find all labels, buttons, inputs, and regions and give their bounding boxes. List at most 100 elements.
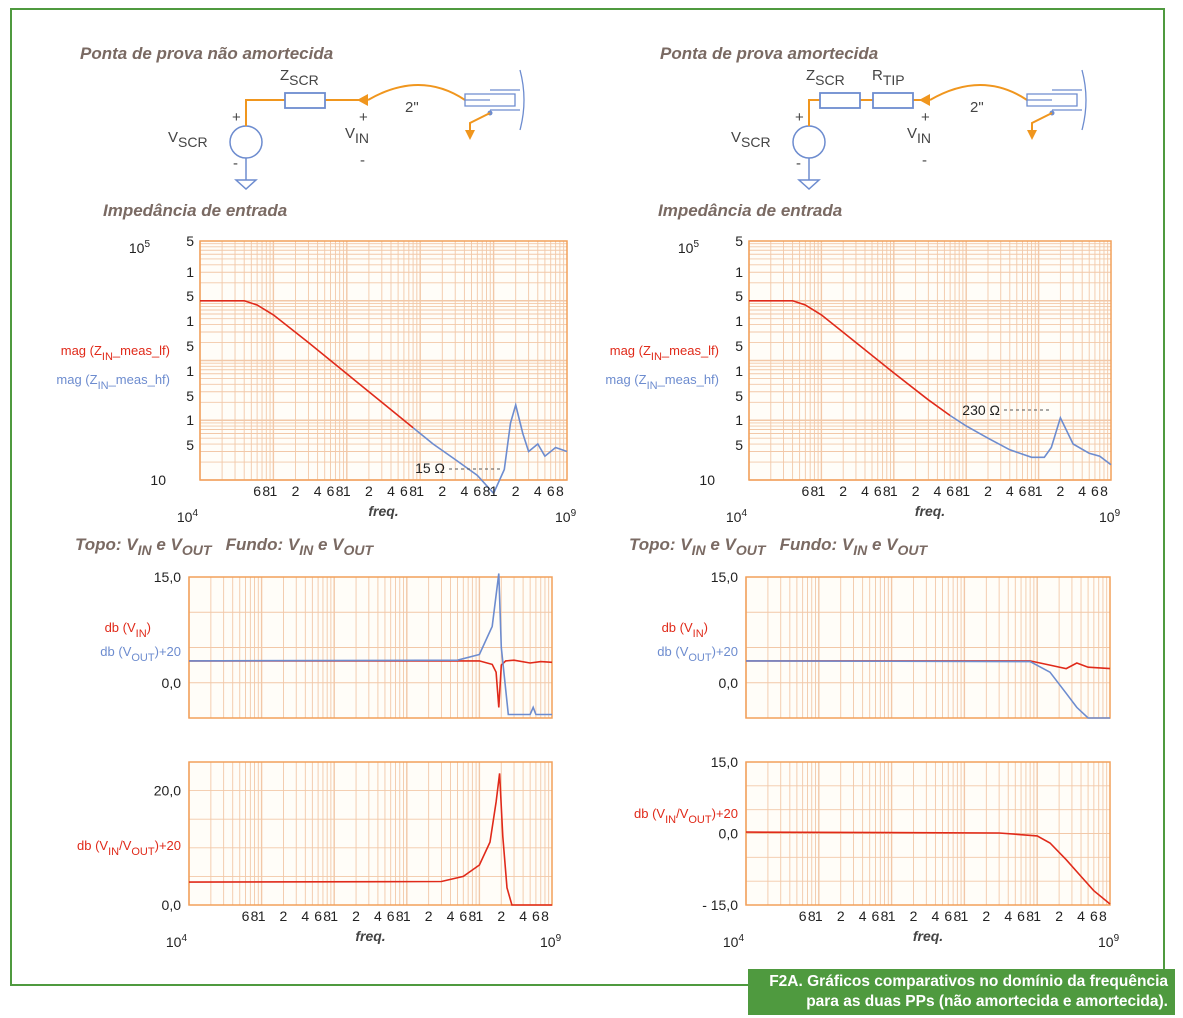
impedance-title: Impedância de entrada [103, 201, 287, 220]
y-tick-label: 5 [186, 437, 194, 453]
series-line [412, 401, 568, 495]
x-tick-label: 8 [323, 908, 331, 924]
y-tick-label: 0,0 [162, 897, 182, 913]
x-tick-label: 6 [387, 908, 395, 924]
probe-icon [1026, 69, 1087, 131]
x-tick-label: 4 [861, 483, 869, 499]
plus-sign: + [359, 109, 368, 126]
series-line [949, 414, 1112, 466]
y-tick-label: 5 [186, 338, 194, 354]
x-tick-label: 1 [330, 908, 338, 924]
y-tick-label: 5 [735, 437, 743, 453]
impedance-title: Impedância de entrada [658, 201, 842, 220]
x-tick-label: 6 [874, 483, 882, 499]
chart-grid [199, 241, 567, 481]
legend-label: db (VIN) [105, 620, 151, 640]
x-tick-label: 2 [352, 908, 360, 924]
x-tick-label: 6 [799, 908, 807, 924]
y-tick-label: 1 [735, 264, 743, 280]
arrow-icon [357, 94, 368, 106]
x-tick-label: 1 [961, 908, 969, 924]
resistor-icon [284, 92, 326, 109]
x-tick-label: 6 [872, 908, 880, 924]
x-tick-label: 6 [1019, 483, 1027, 499]
y-tick-label: 5 [186, 233, 194, 249]
y-tick-label: 1 [735, 313, 743, 329]
chart-grid [748, 241, 1111, 481]
y-tick-label: 1 [735, 412, 743, 428]
x-tick-label: 8 [556, 483, 564, 499]
circuit-right: Ponta de prova amortecida 2" ZSCR RTIP V… [658, 44, 1087, 220]
chart-grid [188, 576, 552, 719]
x-tick-label: 6 [946, 483, 954, 499]
x-tick-label: 6 [1017, 908, 1025, 924]
x-tick-label: 1 [890, 483, 898, 499]
x-tick-label: 2 [910, 908, 918, 924]
z-scr-label: ZSCR [806, 67, 845, 88]
y-tick-label: 5 [186, 288, 194, 304]
x-tick-label: 2 [365, 483, 373, 499]
x-tick-label: 4 [387, 483, 395, 499]
series-line [745, 660, 1110, 719]
x-tick-label: 1 [888, 908, 896, 924]
x-tick-label: 1 [962, 483, 970, 499]
cable-length: 2" [970, 99, 984, 116]
x-tick-label: 1 [1035, 483, 1043, 499]
minus-sign: - [360, 152, 365, 169]
probe-ground-icon [465, 130, 475, 140]
x-axis-label: freq. [368, 503, 398, 519]
x-tick-label: 1 [343, 483, 351, 499]
y-tick-label: 0,0 [162, 675, 182, 691]
x-tick-label: 4 [460, 483, 468, 499]
x-tick-label: 2 [438, 483, 446, 499]
y-tick-label: 15,0 [711, 569, 738, 585]
plot-frame [188, 576, 553, 719]
x-tick-label: 8 [483, 483, 491, 499]
y-tick-label: 0,0 [719, 826, 739, 842]
x-tick-label: 1 [416, 483, 424, 499]
x-tick-label: 8 [468, 908, 476, 924]
x-tick-label: 6 [532, 908, 540, 924]
y-tick-label: 5 [735, 288, 743, 304]
z-scr-label: ZSCR [280, 67, 319, 88]
section-title: Topo: VIN e VOUT Fundo: VIN e VOUT [75, 535, 375, 558]
x-axis-label: freq. [913, 928, 943, 944]
y-axis-min-label: 10 [150, 472, 166, 488]
x-tick-label: 8 [883, 483, 891, 499]
v-in-label: VIN [907, 125, 931, 146]
x-tick-label: 8 [251, 908, 259, 924]
x-tick-label: 8 [262, 483, 270, 499]
x-tick-label: 8 [1100, 483, 1108, 499]
x-tick-label: 8 [336, 483, 344, 499]
caption-line: para as duas PPs (não amortecida e amort… [806, 993, 1168, 1010]
circuit-title: Ponta de prova não amortecida [80, 44, 333, 63]
x-tick-label: 8 [955, 483, 963, 499]
y-tick-label: 5 [735, 233, 743, 249]
x-axis-min-label: 104 [723, 933, 745, 950]
x-tick-label: 8 [881, 908, 889, 924]
y-tick-label: 5 [186, 388, 194, 404]
x-tick-label: 8 [808, 908, 816, 924]
x-tick-label: 2 [1055, 908, 1063, 924]
x-tick-label: 2 [280, 908, 288, 924]
voltage-source-icon [229, 125, 263, 159]
annotation-label: 230 Ω [962, 402, 1000, 418]
r-tip-label: RTIP [872, 67, 905, 88]
v-in-label: VIN [345, 125, 369, 146]
series-line [200, 300, 414, 429]
legend-label: db (VOUT)+20 [100, 644, 181, 664]
x-tick-label: 1 [270, 483, 278, 499]
x-tick-label: 1 [490, 483, 498, 499]
legend-label: db (VIN/VOUT)+20 [634, 806, 738, 826]
x-tick-label: 6 [547, 483, 555, 499]
wire [808, 99, 927, 126]
legend-label: db (VIN) [662, 620, 708, 640]
y-tick-label: 1 [186, 264, 194, 280]
y-tick-label: 1 [186, 313, 194, 329]
x-tick-label: 4 [1077, 908, 1085, 924]
x-tick-label: 4 [1004, 908, 1012, 924]
figure-caption: F2A. Gráficos comparativos no domínio da… [748, 969, 1175, 1015]
x-tick-label: 2 [1056, 483, 1064, 499]
x-tick-label: 4 [933, 483, 941, 499]
